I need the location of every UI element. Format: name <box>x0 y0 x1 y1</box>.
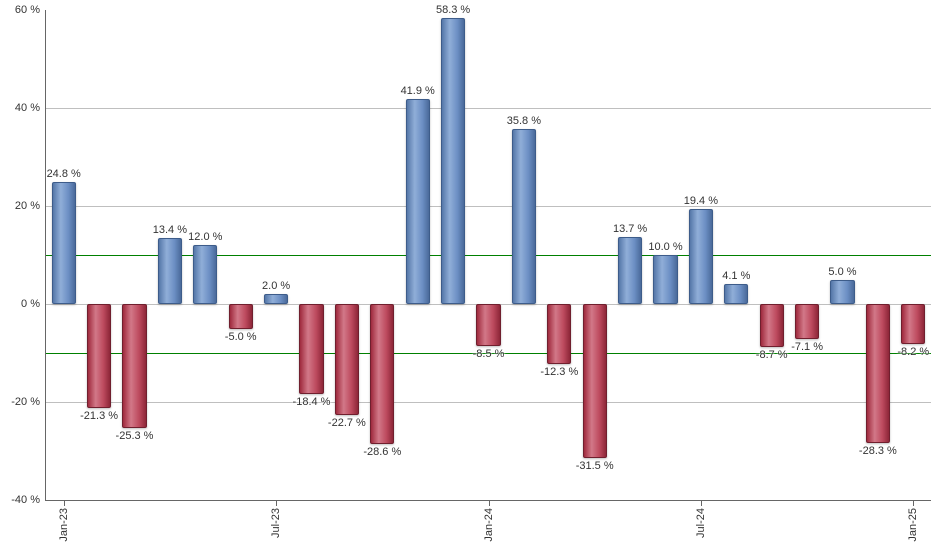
x-tick-label: Jan-24 <box>483 508 495 542</box>
bar-value-label: 58.3 % <box>436 4 470 16</box>
bar <box>760 304 784 347</box>
bar <box>618 237 642 304</box>
bar-value-label: 24.8 % <box>47 168 81 180</box>
bar <box>653 255 677 304</box>
bar-value-label: 4.1 % <box>722 270 750 282</box>
bar <box>689 209 713 304</box>
bar-value-label: 2.0 % <box>262 280 290 292</box>
bar <box>335 304 359 415</box>
plot-inner: 24.8 % -21.3 % -25.3 % 13.4 %12.0 % -5.0 % 2.… <box>46 10 931 500</box>
bar-value-label: -5.0 % <box>225 331 257 343</box>
bar-value-label: -25.3 % <box>116 430 154 442</box>
bar-value-label: -31.5 % <box>576 460 614 472</box>
bar-value-label: 13.7 % <box>613 223 647 235</box>
bar-value-label: -8.7 % <box>756 349 788 361</box>
bar <box>193 245 217 304</box>
y-tick-label: 40 % <box>15 102 46 114</box>
bar-value-label: -7.1 % <box>791 341 823 353</box>
bar <box>901 304 925 344</box>
bar-value-label: -21.3 % <box>80 410 118 422</box>
x-tick-label: Jul-23 <box>270 508 282 538</box>
bar-value-label: -8.2 % <box>897 346 929 358</box>
bar <box>52 182 76 304</box>
x-tick <box>276 500 277 506</box>
bar-value-label: 41.9 % <box>401 85 435 97</box>
y-tick-label: 0 % <box>21 298 46 310</box>
bar-value-label: -12.3 % <box>540 366 578 378</box>
bar-value-label: 13.4 % <box>153 224 187 236</box>
bar <box>830 280 854 305</box>
bar <box>512 129 536 304</box>
bar <box>370 304 394 444</box>
x-tick-label: Jan-23 <box>58 508 70 542</box>
x-tick <box>913 500 914 506</box>
gridline <box>46 108 931 109</box>
x-tick <box>64 500 65 506</box>
bar <box>122 304 146 428</box>
bar <box>406 99 430 304</box>
y-tick-label: 60 % <box>15 4 46 16</box>
x-tick <box>701 500 702 506</box>
bar <box>87 304 111 408</box>
y-tick-label: 20 % <box>15 200 46 212</box>
bar <box>264 294 288 304</box>
bar <box>441 18 465 304</box>
plot-area: 24.8 % -21.3 % -25.3 % 13.4 %12.0 % -5.0 % 2.… <box>45 10 931 501</box>
gridline <box>46 206 931 207</box>
bar-value-label: -28.6 % <box>363 446 401 458</box>
x-tick-label: Jan-25 <box>907 508 919 542</box>
bar <box>299 304 323 394</box>
x-tick <box>489 500 490 506</box>
bar-value-label: 12.0 % <box>188 231 222 243</box>
bar-value-label: 35.8 % <box>507 115 541 127</box>
bar <box>476 304 500 346</box>
bar-value-label: 10.0 % <box>648 241 682 253</box>
bar-value-label: -18.4 % <box>293 396 331 408</box>
bar <box>583 304 607 458</box>
gridline <box>46 402 931 403</box>
x-tick-label: Jul-24 <box>695 508 707 538</box>
y-tick-label: -40 % <box>11 494 46 506</box>
y-tick-label: -20 % <box>11 396 46 408</box>
bar-value-label: 19.4 % <box>684 195 718 207</box>
bar-value-label: 5.0 % <box>828 266 856 278</box>
bar <box>795 304 819 339</box>
bar-value-label: -8.5 % <box>473 348 505 360</box>
bar-value-label: -22.7 % <box>328 417 366 429</box>
bar-value-label: -28.3 % <box>859 445 897 457</box>
percent-change-bar-chart: 24.8 % -21.3 % -25.3 % 13.4 %12.0 % -5.0 % 2.… <box>0 0 940 550</box>
bar <box>724 284 748 304</box>
bar <box>158 238 182 304</box>
bar <box>229 304 253 329</box>
bar <box>866 304 890 443</box>
bar <box>547 304 571 364</box>
